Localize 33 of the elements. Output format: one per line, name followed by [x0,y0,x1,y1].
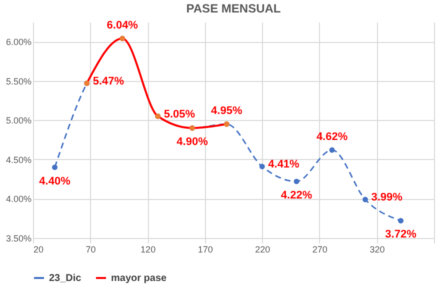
legend-label: 23_Dic [49,273,82,284]
y-tick-label: 4.50% [6,154,32,165]
data-label: 4.62% [316,131,348,144]
data-label: 4.41% [268,158,300,171]
y-tick-label: 5.00% [6,116,32,126]
point [52,164,58,170]
x-tick-label: 270 [312,244,328,254]
y-tick-label: 4.00% [6,194,32,204]
point [294,178,300,184]
data-label: 3.99% [371,192,403,204]
legend-label: mayor pase [111,273,168,284]
x-tick-label: 70 [86,244,96,254]
x-tick-label: 20 [34,244,44,254]
data-label: 4.90% [176,136,208,148]
data-label: 6.04% [106,19,138,32]
x-tick-label: 320 [370,244,385,254]
y-tick-label: 5.50% [6,76,32,86]
y-tick-label: 6.00% [6,37,32,48]
y-tick-label: 3.50% [6,234,32,244]
x-tick-label: 220 [255,244,270,254]
point [329,147,335,153]
data-label: 4.40% [39,175,71,188]
data-label: 4.22% [280,189,312,202]
data-label: 5.05% [164,108,196,120]
data-label: 3.72% [385,228,417,241]
point [259,164,265,170]
point [398,218,404,224]
x-tick-label: 120 [140,244,156,254]
point [362,196,368,202]
data-label: 5.47% [92,75,124,88]
x-tick-label: 170 [198,244,213,254]
chart-title: PASE MENSUAL [186,1,281,16]
data-label: 4.95% [211,105,242,118]
